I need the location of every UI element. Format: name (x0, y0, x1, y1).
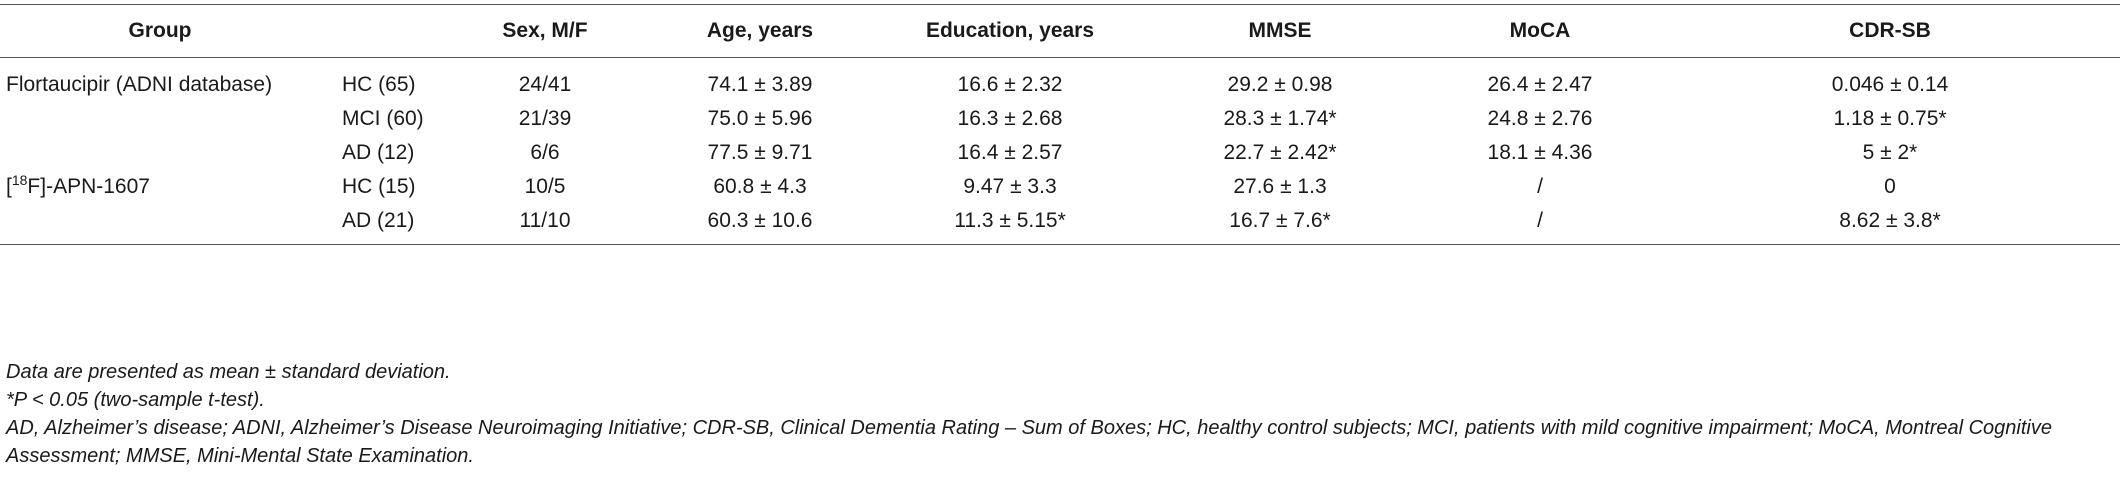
education-cell: 11.3 ± 5.15* (880, 204, 1140, 245)
header-group: Group (0, 4, 320, 58)
group-cell: AD (12) (342, 141, 415, 164)
mmse-cell: 28.3 ± 1.74* (1223, 107, 1337, 130)
cdrsb-cell: 0.046 ± 0.14 (1831, 73, 1949, 96)
sex-cell: 24/41 (518, 73, 572, 96)
mmse-cell: 27.6 ± 1.3 (1233, 175, 1327, 198)
mmse-cell: 22.7 ± 2.42* (1223, 141, 1337, 164)
header-education: Education, years (880, 4, 1140, 58)
moca-cell: 18.1 ± 4.36 (1487, 141, 1593, 164)
header-subgroup (320, 4, 450, 58)
study-name-empty (0, 102, 320, 136)
table-row: [18F]-APN-1607 HC (15) 10/5 60.8 ± 4.3 9… (0, 170, 2120, 204)
footnote-mean-sd: Data are presented as mean ± standard de… (6, 361, 451, 383)
age-cell: 74.1 ± 3.89 (707, 73, 813, 96)
header-moca: MoCA (1420, 4, 1660, 58)
cdrsb-cell: 1.18 ± 0.75* (1833, 107, 1947, 130)
table-footnotes: Data are presented as mean ± standard de… (6, 358, 2116, 470)
study-name: [18F]-APN-1607 (0, 170, 320, 204)
footnote-abbreviations: AD, Alzheimer’s disease; ADNI, Alzheimer… (6, 417, 2052, 467)
education-cell: 16.4 ± 2.57 (957, 141, 1063, 164)
moca-cell: 24.8 ± 2.76 (1487, 107, 1593, 130)
footnote-significance: *P < 0.05 (two-sample t-test). (6, 389, 265, 411)
header-sex: Sex, M/F (450, 4, 640, 58)
table-row: AD (12) 6/6 77.5 ± 9.71 16.4 ± 2.57 22.7… (0, 136, 2120, 170)
header-mmse: MMSE (1140, 4, 1420, 58)
header-row: Group Sex, M/F Age, years Education, yea… (0, 4, 2120, 58)
header-age: Age, years (640, 4, 880, 58)
group-cell: HC (15) (342, 175, 416, 198)
education-cell: 16.3 ± 2.68 (957, 107, 1063, 130)
age-cell: 75.0 ± 5.96 (707, 107, 813, 130)
sex-cell: 6/6 (530, 141, 560, 164)
education-cell: 16.6 ± 2.32 (957, 73, 1063, 96)
sex-cell: 10/5 (524, 175, 566, 198)
age-cell: 60.3 ± 10.6 (640, 204, 880, 245)
cdrsb-cell: 0 (1884, 175, 1896, 198)
age-cell: 77.5 ± 9.71 (707, 141, 813, 164)
study-name: Flortaucipir (ADNI database) (6, 73, 273, 96)
group-cell: HC (65) (342, 73, 416, 96)
moca-cell: 26.4 ± 2.47 (1487, 73, 1593, 96)
study-name-prefix: [ (6, 175, 12, 198)
table-row: MCI (60) 21/39 75.0 ± 5.96 16.3 ± 2.68 2… (0, 102, 2120, 136)
study-name-empty (0, 136, 320, 170)
mmse-cell: 29.2 ± 0.98 (1227, 73, 1333, 96)
mmse-cell: 16.7 ± 7.6* (1140, 204, 1420, 245)
demographics-table: Group Sex, M/F Age, years Education, yea… (0, 4, 2120, 245)
group-cell: MCI (60) (342, 107, 424, 130)
table-row: AD (21) 11/10 60.3 ± 10.6 11.3 ± 5.15* 1… (0, 204, 2120, 245)
sex-cell: 11/10 (450, 204, 640, 245)
group-cell: AD (21) (320, 204, 450, 245)
sex-cell: 21/39 (518, 107, 572, 130)
isotope-superscript: 18 (11, 172, 28, 188)
moca-cell: / (1537, 175, 1543, 198)
cdrsb-cell: 5 ± 2* (1862, 141, 1918, 164)
study-name-empty (0, 204, 320, 245)
age-cell: 60.8 ± 4.3 (713, 175, 807, 198)
moca-cell: / (1420, 204, 1660, 245)
education-cell: 9.47 ± 3.3 (963, 175, 1057, 198)
header-cdrsb: CDR-SB (1660, 4, 2120, 58)
study-name-suffix: F]-APN-1607 (27, 175, 150, 198)
cdrsb-cell: 8.62 ± 3.8* (1660, 204, 2120, 245)
table-row: Flortaucipir (ADNI database) HC (65) 24/… (0, 58, 2120, 103)
